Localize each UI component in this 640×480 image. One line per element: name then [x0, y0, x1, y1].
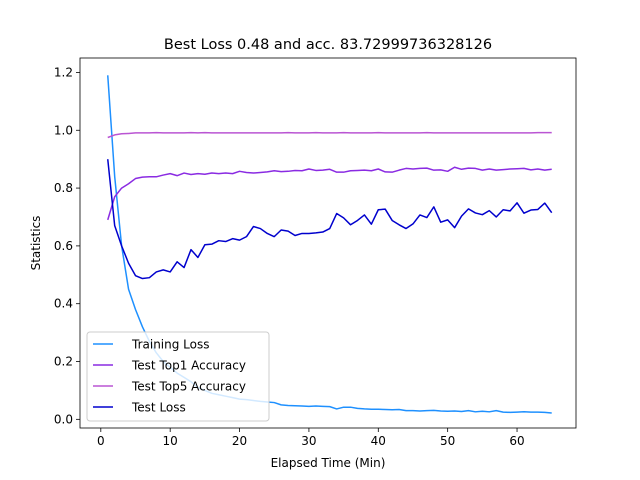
- x-axis-label: Elapsed Time (Min): [271, 456, 386, 470]
- legend-label: Test Top5 Accuracy: [131, 380, 246, 394]
- series-line-test-top1-accuracy: [107, 166, 552, 221]
- plot-frame: [79, 57, 577, 429]
- y-axis-label: Statistics: [29, 216, 43, 271]
- series-line-test-loss: [107, 159, 553, 280]
- x-tick-label: 20: [232, 434, 247, 448]
- legend: Training Loss Test Top1 Accuracy Test Top5…: [86, 331, 270, 422]
- y-tick-label: 0.0: [54, 412, 73, 426]
- x-tick-label: 30: [301, 434, 316, 448]
- x-tick-label: 10: [163, 434, 178, 448]
- y-tick-label: 0.6: [54, 239, 73, 253]
- y-tick-label: 1.2: [54, 65, 73, 79]
- legend-label: Test Top1 Accuracy: [131, 359, 246, 373]
- y-tick-label: 0.2: [54, 355, 73, 369]
- y-tick-label: 0.4: [54, 297, 73, 311]
- chart-title: Best Loss 0.48 and acc. 83.7299973632812…: [164, 37, 492, 53]
- legend-label: Training Loss: [131, 338, 209, 352]
- y-tick-label: 0.8: [54, 181, 73, 195]
- x-tick-label: 0: [97, 434, 105, 448]
- x-tick-label: 50: [440, 434, 455, 448]
- plot-area: [79, 57, 577, 429]
- legend-box: [86, 331, 270, 422]
- x-axis: 0 10 20 30 40 50 60: [97, 428, 525, 448]
- x-tick-label: 40: [371, 434, 386, 448]
- y-tick-label: 1.0: [54, 123, 73, 137]
- series-line-test-top5-accuracy: [107, 131, 552, 139]
- y-axis: 0.0 0.2 0.4 0.6 0.8 1.0 1.2: [54, 65, 80, 426]
- x-tick-label: 60: [509, 434, 524, 448]
- legend-label: Test Loss: [131, 401, 186, 415]
